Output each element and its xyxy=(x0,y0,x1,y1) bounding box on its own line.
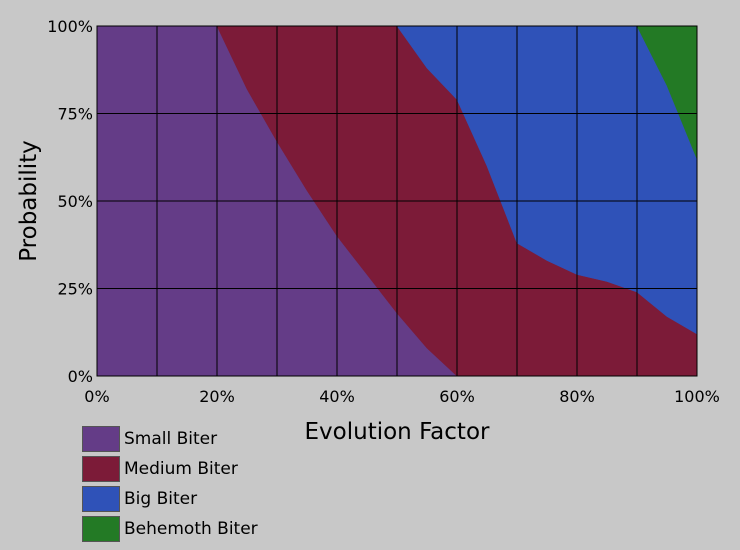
x-tick-label: 80% xyxy=(559,387,595,406)
x-tick-label: 20% xyxy=(199,387,235,406)
y-tick-label: 100% xyxy=(47,17,93,36)
legend: Small Biter Medium Biter Big Biter Behem… xyxy=(82,424,258,544)
legend-swatch-behemoth-biter xyxy=(82,516,120,542)
x-tick-label: 100% xyxy=(674,387,720,406)
x-axis-title: Evolution Factor xyxy=(305,419,490,445)
x-tick-label: 60% xyxy=(439,387,475,406)
y-axis-title: Probability xyxy=(16,140,42,262)
legend-swatch-medium-biter xyxy=(82,456,120,482)
legend-label-small-biter: Small Biter xyxy=(124,429,218,449)
legend-item-big-biter: Big Biter xyxy=(82,484,258,514)
y-tick-label: 25% xyxy=(57,280,93,299)
legend-label-big-biter: Big Biter xyxy=(124,489,198,509)
legend-label-behemoth-biter: Behemoth Biter xyxy=(124,519,258,539)
y-tick-label: 0% xyxy=(68,367,93,386)
x-tick-label: 0% xyxy=(84,387,109,406)
y-tick-label: 75% xyxy=(57,105,93,124)
legend-item-small-biter: Small Biter xyxy=(82,424,258,454)
legend-item-medium-biter: Medium Biter xyxy=(82,454,258,484)
legend-swatch-small-biter xyxy=(82,426,120,452)
plot-frame xyxy=(96,25,698,377)
legend-label-medium-biter: Medium Biter xyxy=(124,459,238,479)
legend-item-behemoth-biter: Behemoth Biter xyxy=(82,514,258,544)
y-tick-label: 50% xyxy=(57,192,93,211)
legend-swatch-big-biter xyxy=(82,486,120,512)
x-tick-label: 40% xyxy=(319,387,355,406)
